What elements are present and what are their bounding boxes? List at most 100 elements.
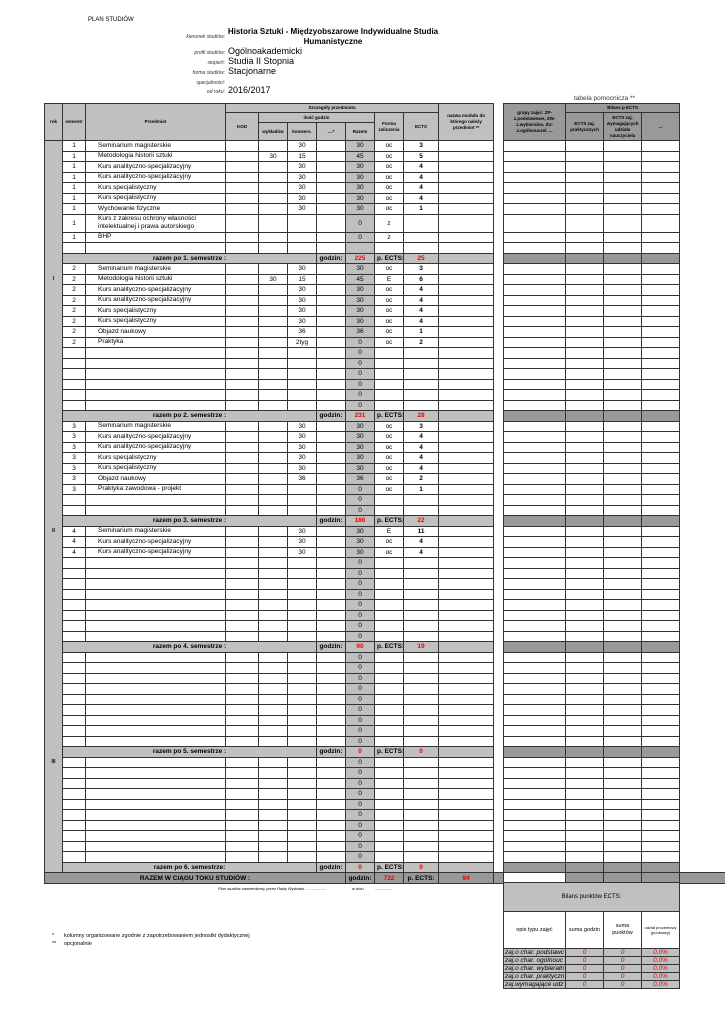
cell-modul — [438, 252, 495, 264]
cell-razem: 30 — [345, 315, 375, 327]
cell-przedmiot: Kurs specjalistyczny — [85, 315, 226, 327]
aux-cell — [503, 525, 567, 537]
cell-konwers: 30 — [287, 171, 317, 183]
cell-ects — [402, 620, 440, 632]
cell-modul — [438, 504, 495, 516]
cell-forma: E — [374, 525, 404, 537]
table-row: 2 Kurs specjalistyczny 30 30 oc 4 — [44, 315, 725, 327]
cell-konwers: 2tyg — [287, 336, 317, 348]
cell-konwers — [287, 242, 317, 254]
spacer — [493, 704, 504, 715]
aux-cell — [503, 252, 567, 264]
cell-kod — [225, 347, 259, 359]
aux-cell — [565, 203, 605, 215]
spacer — [493, 778, 504, 789]
aux-cell — [503, 693, 567, 705]
cell-forma — [374, 693, 404, 705]
rok-cell — [44, 410, 63, 421]
cell-razem: 0 — [345, 704, 375, 716]
cell-kod — [225, 651, 259, 663]
rok-cell — [44, 494, 63, 505]
spacer — [493, 389, 504, 400]
cell-modul — [438, 399, 495, 411]
aux-cell — [565, 294, 605, 306]
table-row: 0 — [44, 819, 725, 831]
cell-przedmiot — [85, 777, 226, 789]
cell-przedmiot — [85, 609, 226, 621]
table-row: 0 — [44, 725, 725, 737]
cell-kod — [225, 630, 259, 642]
aux-cell — [565, 452, 605, 464]
aux-cell — [641, 171, 681, 183]
cell-semestr — [62, 798, 86, 810]
cell-other — [316, 389, 346, 401]
cell-kod — [225, 683, 259, 695]
aux-cell — [641, 273, 681, 285]
cell-other — [316, 567, 346, 579]
aux-cell — [503, 630, 567, 642]
spacer — [493, 410, 504, 421]
cell-modul — [438, 693, 495, 705]
cell-semestr — [62, 588, 86, 600]
cell-other — [316, 609, 346, 621]
cell-razem: 30 — [345, 536, 375, 548]
table-row: 0 — [44, 788, 725, 800]
table-row: 3 Praktyka zawodowa - projekt 0 oc 1 — [44, 483, 725, 495]
cell-semestr — [62, 357, 86, 369]
spacer — [493, 652, 504, 663]
cell-konwers — [287, 347, 317, 359]
cell-kod — [225, 473, 259, 485]
cell-kod — [225, 273, 259, 285]
cell-other — [316, 788, 346, 800]
spacer — [493, 547, 504, 558]
footnote-1-mark: * — [52, 933, 55, 939]
rok-cell — [44, 140, 63, 151]
cell-other — [316, 315, 346, 327]
cell-wykladow — [258, 462, 288, 474]
cell-other — [316, 284, 346, 296]
cell-modul — [438, 725, 495, 737]
rok-cell — [44, 421, 63, 432]
table-row: 1 Wychowanie fizyczne 30 30 oc 1 — [44, 203, 725, 215]
spacer — [493, 505, 504, 516]
kierunek-value: Historia Sztuki - Międzyobszarowe Indywi… — [227, 27, 439, 46]
aux-cell — [603, 735, 643, 747]
cell-razem: 0 — [345, 777, 375, 789]
aux-cell — [565, 420, 605, 432]
cell-konwers — [287, 399, 317, 411]
cell-forma — [374, 599, 404, 611]
cell-konwers: 15 — [287, 273, 317, 285]
cell-ects — [402, 798, 440, 810]
summary-ects-label: p. ECTS: — [374, 515, 404, 527]
summary-label: razem po 2. semestrze : — [62, 410, 317, 422]
aux-cell — [565, 704, 605, 716]
cell-kod — [225, 798, 259, 810]
aux-cell — [503, 662, 567, 674]
cell-modul — [438, 672, 495, 684]
cell-razem: 0 — [345, 336, 375, 348]
cell-forma — [374, 620, 404, 632]
cell-other — [316, 420, 346, 432]
aux-cell — [641, 735, 681, 747]
summary-godzin-label: godzin: — [316, 746, 346, 758]
cell-other — [316, 620, 346, 632]
bilans-cell: zaj.wymagające udz — [503, 980, 566, 989]
cell-forma — [374, 777, 404, 789]
spacer — [493, 610, 504, 621]
cell-modul — [438, 494, 495, 506]
rok-cell — [44, 379, 63, 390]
aux-cell — [641, 641, 681, 653]
aux-cell — [603, 557, 643, 569]
cell-forma: oc — [374, 305, 404, 317]
cell-razem: 0 — [345, 651, 375, 663]
cell-semestr — [62, 389, 86, 401]
cell-kod — [225, 357, 259, 369]
cell-ects: 5 — [402, 150, 440, 162]
aux-cell — [603, 357, 643, 369]
table-row: I 2 Metodologia historii sztuki 30 15 45 E 6 — [44, 273, 725, 285]
cell-konwers: 30 — [287, 182, 317, 194]
aux-cell — [565, 861, 605, 873]
cell-semestr — [62, 557, 86, 569]
rok-cell — [44, 203, 63, 214]
cell-razem: 30 — [345, 431, 375, 443]
